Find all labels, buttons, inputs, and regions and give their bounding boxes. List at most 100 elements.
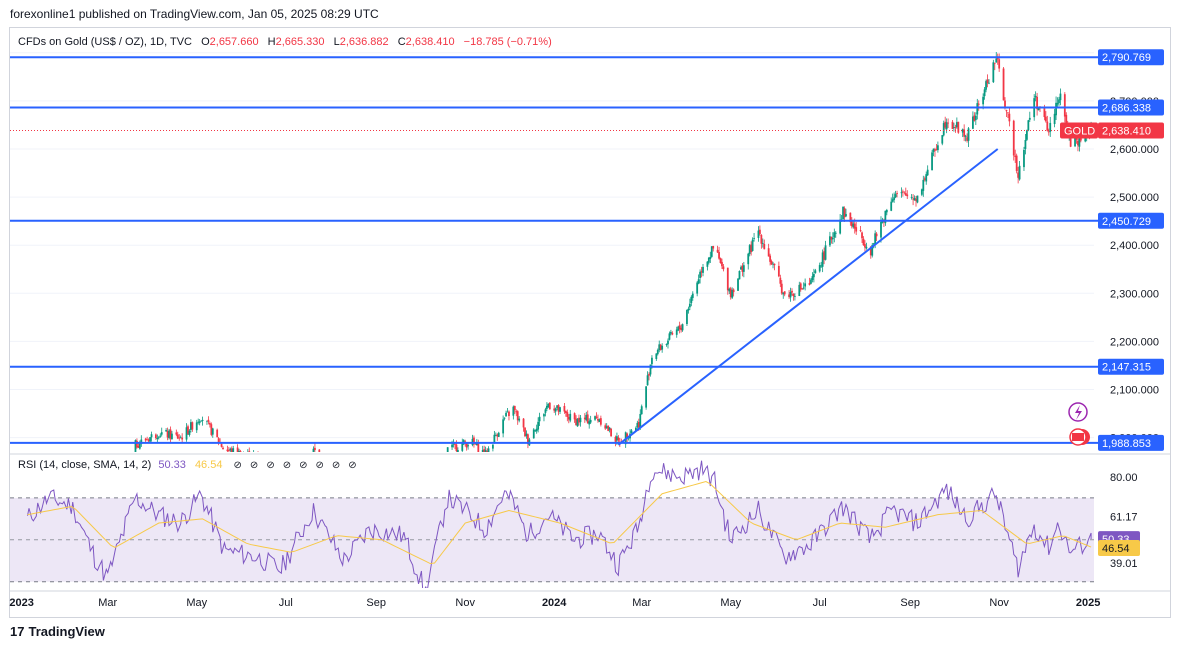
candle-body (594, 416, 596, 420)
candle-body (353, 479, 355, 480)
candle-body (402, 473, 404, 474)
eye-off-icon[interactable]: ⊘ (315, 460, 324, 471)
candle-body (780, 283, 783, 294)
candle-body (210, 424, 213, 435)
candle-body (168, 430, 170, 439)
candle-body (220, 444, 223, 447)
candle-body (599, 418, 602, 425)
candle-body (829, 236, 831, 246)
candle-body (788, 294, 790, 297)
candle-body (412, 491, 414, 494)
candle-body (955, 122, 958, 128)
candle-body (390, 467, 392, 471)
candle-body (1034, 95, 1037, 98)
candle-body (947, 122, 950, 124)
candle-body (944, 121, 947, 128)
candle-body (920, 189, 923, 195)
candle-body (547, 403, 550, 408)
candle-body (1024, 139, 1027, 149)
time-axis-tick: May (186, 597, 207, 609)
candle-body (537, 421, 540, 430)
candle-body (1014, 155, 1017, 158)
eye-off-icon[interactable]: ⊘ (348, 460, 357, 471)
eye-off-icon[interactable]: ⊘ (331, 460, 341, 471)
symbol-title[interactable]: CFDs on Gold (US$ / OZ), 1D, TVC (18, 36, 193, 48)
level-price-tag (1098, 49, 1164, 66)
candle-body (789, 291, 792, 298)
candle-body (706, 261, 709, 267)
eye-off-icon[interactable]: ⊘ (282, 460, 292, 471)
candle-body (566, 412, 569, 417)
eye-off-icon[interactable]: ⊘ (266, 460, 275, 471)
candle-body (646, 375, 649, 386)
eye-off-icon[interactable]: ⊘ (233, 460, 242, 471)
candle-body (906, 194, 909, 197)
candle-body (656, 349, 659, 355)
candle-body (645, 386, 648, 408)
candle-body (492, 444, 494, 449)
rsi-axis-tick: 61.17 (1110, 511, 1138, 523)
candle-body (120, 484, 122, 485)
candle-body (696, 282, 699, 294)
candle-body (222, 447, 224, 450)
rsi-title[interactable]: RSI (14, close, SMA, 14, 2) (18, 459, 152, 471)
rsi-axis-tick: 80.00 (1110, 472, 1138, 484)
trendline[interactable] (617, 148, 999, 446)
symbol-tag (1060, 122, 1098, 139)
candle-body (361, 476, 363, 477)
candle-body (187, 426, 189, 434)
candle-body (973, 115, 976, 121)
candle-body (709, 256, 712, 259)
candle-body (156, 437, 159, 440)
candle-body (283, 475, 285, 479)
candle-body (964, 135, 967, 137)
candle-body (893, 197, 896, 200)
candle-body (767, 248, 770, 257)
candle-body (737, 278, 739, 291)
candle-body (455, 444, 458, 452)
candle-body (410, 477, 412, 490)
candle-body (289, 473, 291, 476)
candle-body (963, 129, 966, 137)
candle-body (238, 450, 240, 452)
candle-body (513, 406, 516, 411)
candle-body (138, 443, 141, 449)
eye-off-icon[interactable]: ⊘ (249, 460, 259, 471)
candle-body (916, 195, 919, 203)
candle-body (280, 476, 282, 478)
candle-body (912, 198, 914, 200)
candle-body (770, 260, 773, 265)
candle-body (394, 465, 396, 467)
candle-body (185, 427, 188, 440)
candle-body (197, 421, 200, 423)
eye-off-icon[interactable]: ⊘ (299, 460, 308, 471)
candle-body (1055, 102, 1057, 116)
candle-body (721, 261, 723, 267)
candle-body (824, 245, 827, 260)
candle-body (595, 416, 598, 418)
candle-body (380, 468, 382, 472)
candle-body (597, 418, 599, 421)
level-price-label: 1,988.853 (1102, 438, 1151, 450)
candle-body (608, 427, 611, 430)
candle-body (359, 474, 361, 476)
candle-body (941, 135, 944, 144)
candle-body (823, 251, 825, 260)
candle-body (403, 471, 405, 473)
candle-body (972, 116, 974, 129)
price-axis-tick: 2,600.000 (1110, 144, 1159, 156)
candle-body (791, 290, 793, 293)
candle-body (697, 279, 700, 284)
candle-body (171, 433, 173, 440)
candle-body (707, 257, 710, 263)
candle-body (369, 467, 371, 469)
candle-body (342, 472, 344, 480)
candle-body (1017, 172, 1020, 178)
candle-body (169, 429, 172, 439)
candle-body (564, 410, 567, 413)
candle-body (761, 243, 764, 244)
candle-body (467, 445, 470, 447)
candle-body (493, 434, 496, 444)
candle-body (690, 296, 693, 303)
